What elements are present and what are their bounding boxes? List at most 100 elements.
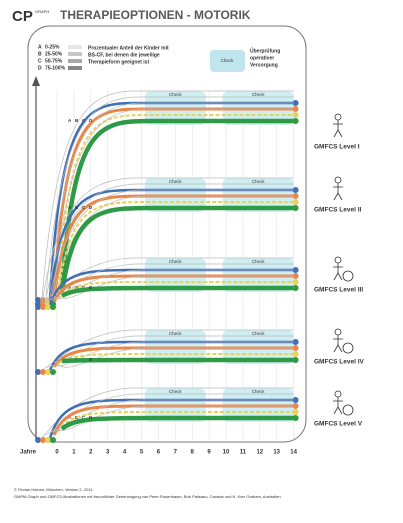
start-dot <box>40 437 46 443</box>
band-curve <box>59 118 294 290</box>
band-curve <box>61 357 294 364</box>
curve-label: A <box>68 205 72 210</box>
tick-label: 5 <box>140 450 144 456</box>
level-label: GMFCS Level V <box>314 421 363 428</box>
icon-body <box>333 263 343 281</box>
tick-label: 3 <box>106 450 110 456</box>
band-curve <box>52 107 294 296</box>
start-dot <box>45 304 51 310</box>
tick-label: 9 <box>207 450 211 456</box>
start-dot <box>45 437 51 443</box>
check-label: Check <box>169 389 183 394</box>
check-legend-box <box>210 50 245 72</box>
end-dot <box>292 409 299 415</box>
check-label: Check <box>169 259 183 264</box>
curve-label: B <box>75 205 79 210</box>
curve-label: A <box>68 415 72 420</box>
level-label: GMFCS Level I <box>314 144 360 151</box>
check-label: Check <box>169 179 183 184</box>
tick-label: 8 <box>191 450 195 456</box>
legend-description: Therapieform geeignet ist <box>88 59 149 65</box>
grey-curve <box>45 183 294 300</box>
end-dot <box>292 285 299 291</box>
band-curve <box>60 415 294 431</box>
legend-letter: D <box>38 65 42 71</box>
legend-swatch <box>68 45 82 49</box>
legend-swatch <box>68 59 82 63</box>
footer-line: © Florian Heinen, München, Version 2, 20… <box>14 487 94 492</box>
end-dot <box>292 193 299 199</box>
curve-label: B <box>75 285 79 290</box>
end-dot <box>292 357 299 363</box>
end-dot <box>292 199 299 205</box>
check-label: Check <box>169 331 183 336</box>
grey-curve <box>49 189 294 297</box>
end-dot <box>292 106 299 112</box>
end-dot <box>292 339 299 345</box>
icon-head <box>334 113 342 121</box>
start-dot <box>35 369 41 375</box>
legend-letter: B <box>38 51 42 57</box>
grey-curve <box>53 195 294 294</box>
legend-swatch <box>68 52 82 56</box>
tick-label: 4 <box>123 450 127 456</box>
icon-wheel <box>342 404 354 416</box>
content: A 0-25%B 25-50%C 50-75%D 75-100%Prozentualer… <box>14 44 365 499</box>
check-label: Check <box>252 259 266 264</box>
end-dot <box>292 205 299 211</box>
band-curve <box>48 188 294 303</box>
band-curve <box>57 353 294 365</box>
start-dot <box>45 369 51 375</box>
tick-label: 13 <box>273 450 280 456</box>
check-description: Versorgung <box>250 62 278 68</box>
legend-range: 75-100% <box>45 65 66 71</box>
curve-label: D <box>89 285 93 290</box>
end-dot <box>292 118 299 124</box>
check-description: Überprüfung <box>250 47 280 54</box>
legend-swatch <box>68 66 82 70</box>
tick-label: 14 <box>290 450 297 456</box>
grey-curve <box>53 108 294 290</box>
band-curve <box>52 194 294 300</box>
logo: CP <box>12 8 33 25</box>
curve-label: A <box>68 118 72 123</box>
legend-range: 0-25% <box>45 44 60 50</box>
icon-head <box>334 390 342 398</box>
icon-body <box>333 335 343 353</box>
curve-label: A <box>68 285 72 290</box>
footer-line: GMFM-Graph und GMFCS-Illustrationen mit … <box>14 494 282 499</box>
icon-head <box>334 256 342 264</box>
tick-label: 11 <box>240 450 247 456</box>
start-dot <box>50 304 56 310</box>
tick-label: 7 <box>174 450 178 456</box>
start-dot <box>50 369 56 375</box>
curve-label: B <box>75 118 79 123</box>
check-label: Check <box>252 92 266 97</box>
band-curve <box>48 101 294 299</box>
legend-description: Prozentualer Anteil der Kinder mit <box>88 45 169 51</box>
check-legend: Check <box>221 58 235 63</box>
grey-curve <box>49 341 294 367</box>
logo-sup: GRAPH <box>35 9 49 14</box>
curve-label: C <box>82 205 86 210</box>
tick-label: 12 <box>256 450 263 456</box>
start-dot <box>35 437 41 443</box>
curve-label: D <box>89 118 93 123</box>
end-dot <box>292 345 299 351</box>
end-dot <box>292 351 299 357</box>
end-dot <box>292 112 299 118</box>
icon-head <box>334 176 342 184</box>
end-dot <box>292 279 299 285</box>
start-dot <box>50 437 56 443</box>
curve-label: C <box>82 415 86 420</box>
band-curve <box>57 201 294 297</box>
check-label: Check <box>252 331 266 336</box>
legend-range: 50-75% <box>45 58 63 64</box>
level-label: GMFCS Level II <box>314 207 362 214</box>
check-label: Check <box>252 389 266 394</box>
tick-label: 2 <box>89 450 93 456</box>
icon-head <box>334 328 342 336</box>
icon-wheel <box>342 342 354 354</box>
start-dot <box>35 304 41 310</box>
